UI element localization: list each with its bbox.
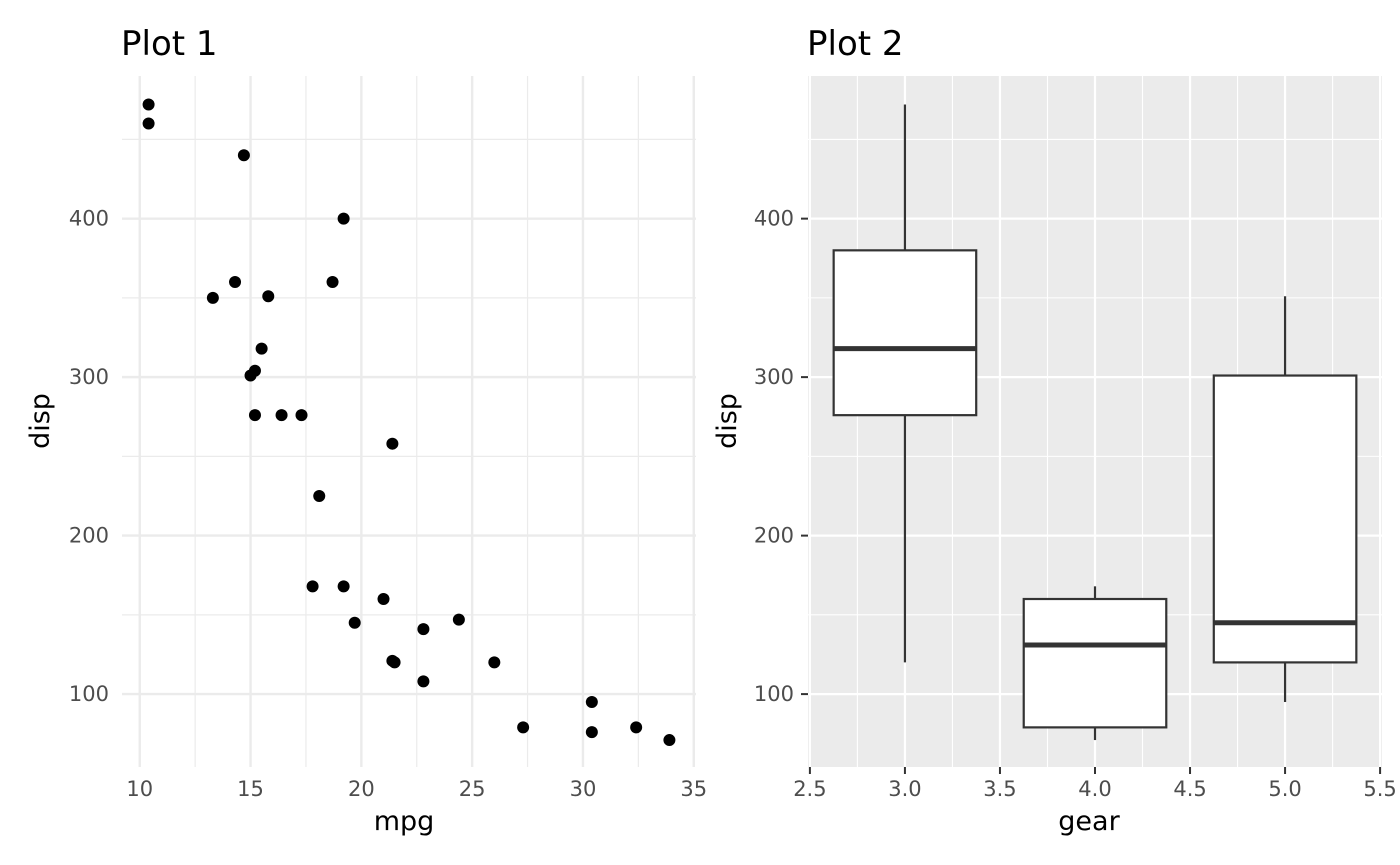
plot-2-y-tick-label: 400 [754, 207, 794, 231]
plot-1-data-point [262, 290, 275, 303]
plot-1-data-point [248, 409, 261, 422]
plot-2-axis-ticks [801, 217, 1382, 774]
plot-1-data-point [229, 276, 242, 289]
plot-1-y-tick-label: 100 [69, 682, 109, 706]
plot-2-title: Plot 2 [807, 24, 904, 64]
plot-1-data-point [417, 675, 430, 688]
plot-1-data-point [142, 98, 155, 111]
plot-1-data-point [663, 734, 676, 747]
plot-2-x-tick-label: 5.0 [1268, 777, 1301, 801]
plot-2-box [1022, 597, 1168, 729]
plot-1-data-point [295, 409, 308, 422]
plot-2-x-axis-title: gear [1058, 806, 1120, 837]
plot-1-data-point [237, 149, 250, 162]
plot-1-x-tick-label: 25 [459, 777, 486, 801]
plot-1-data-point [386, 437, 399, 450]
plot-2-boxes [832, 104, 1358, 741]
plot-1-data-point [255, 342, 268, 355]
plot-1-data-point [585, 696, 598, 709]
plot-1-data-point [348, 616, 361, 629]
plot-2-x-tick-labels: 2.5 3.0 3.5 4.0 4.5 5.0 5.5 [793, 777, 1397, 801]
plot-2-y-tick-label: 100 [754, 682, 794, 706]
plot-2-x-tick-label: 5.5 [1363, 777, 1396, 801]
plot-2-y-tick-labels: 100 200 300 400 [754, 207, 794, 706]
plot-2: Plot 2 2.5 3.0 3.5 4.0 4.5 5.0 5.5 100 200 300 40… [712, 24, 1397, 837]
plot-1-points [142, 98, 676, 747]
plot-1-data-point [337, 580, 350, 593]
plot-2-box-gear-3 [832, 104, 978, 663]
plot-1-y-axis-title: disp [25, 393, 56, 449]
plot-1-data-point [388, 656, 401, 669]
plot-1-grid [122, 76, 696, 767]
plot-1-title: Plot 1 [121, 24, 218, 64]
plot-1-data-point [275, 409, 288, 422]
plot-2-x-tick-label: 2.5 [793, 777, 826, 801]
plot-1-x-tick-label: 30 [570, 777, 597, 801]
plot-1-data-point [206, 291, 219, 304]
plot-1-data-point [326, 276, 339, 289]
plot-1-y-tick-label: 300 [69, 365, 109, 389]
plot-1-x-tick-label: 10 [126, 777, 153, 801]
plot-2-y-tick-label: 200 [754, 524, 794, 548]
plot-2-y-axis-title: disp [712, 393, 743, 449]
plot-1-data-point [142, 117, 155, 130]
plot-1-data-point [488, 656, 501, 669]
plot-2-x-tick-label: 3.0 [888, 777, 921, 801]
plot-1-y-tick-label: 400 [69, 207, 109, 231]
plot-1-x-tick-label: 15 [237, 777, 264, 801]
plot-1-y-tick-labels: 100 200 300 400 [69, 207, 109, 706]
plot-2-x-tick-label: 4.5 [1173, 777, 1206, 801]
plot-1-data-point [452, 613, 465, 626]
plot-2-y-tick-label: 300 [754, 365, 794, 389]
plot-1-data-point [377, 593, 390, 606]
plot-1-x-tick-label: 35 [680, 777, 707, 801]
plot-1-data-point [517, 721, 530, 734]
plot-1-data-point [244, 369, 257, 382]
plot-2-x-tick-label: 4.0 [1078, 777, 1111, 801]
plot-2-x-tick-label: 3.5 [983, 777, 1016, 801]
plot-2-box [1212, 374, 1358, 664]
plot-1-y-tick-label: 200 [69, 524, 109, 548]
plot-2-box [832, 249, 978, 417]
plot-2-box-gear-4 [1022, 586, 1168, 741]
plot-1-data-point [313, 489, 326, 502]
plot-1-data-point [630, 721, 643, 734]
plot-1-x-tick-labels: 10 15 20 25 30 35 [126, 777, 707, 801]
plot-1-data-point [417, 623, 430, 636]
plot-1-data-point [337, 212, 350, 225]
plot-1-data-point [585, 726, 598, 739]
plot-1: Plot 1 10 15 20 25 30 35 100 200 300 400 mpg dis… [25, 24, 707, 837]
plot-1-x-tick-label: 20 [348, 777, 375, 801]
plot-2-box-gear-5 [1212, 296, 1358, 703]
plot-1-data-point [306, 580, 319, 593]
plot-1-x-axis-title: mpg [374, 806, 435, 837]
